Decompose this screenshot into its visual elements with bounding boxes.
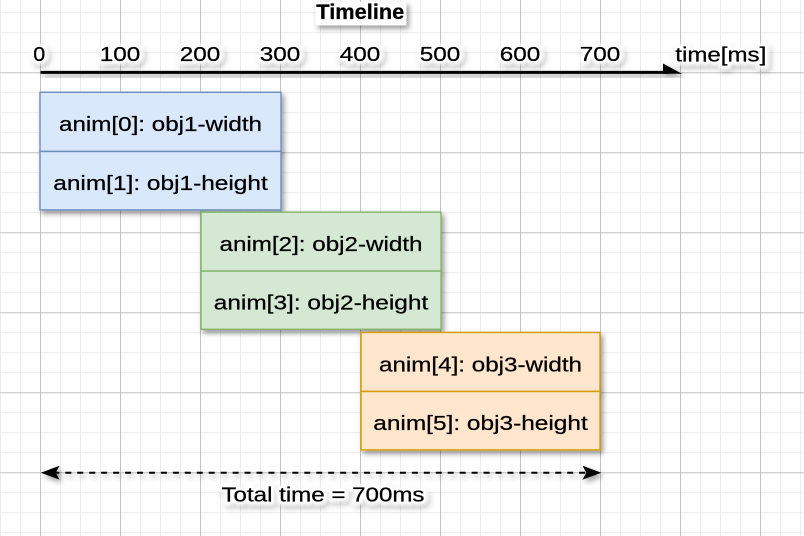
svg-text:0: 0 xyxy=(33,44,45,66)
svg-text:anim[4]: obj3-width: anim[4]: obj3-width xyxy=(379,354,582,376)
svg-text:500: 500 xyxy=(420,44,461,66)
svg-text:Total time = 700ms: Total time = 700ms xyxy=(222,485,425,507)
svg-text:300: 300 xyxy=(260,44,301,66)
svg-text:200: 200 xyxy=(180,44,221,66)
svg-text:anim[1]: obj1-height: anim[1]: obj1-height xyxy=(53,173,268,195)
svg-text:anim[2]: obj2-width: anim[2]: obj2-width xyxy=(220,234,423,256)
svg-text:time[ms]: time[ms] xyxy=(675,45,766,67)
svg-text:0: 0 xyxy=(33,44,45,66)
svg-text:600: 600 xyxy=(500,44,541,66)
svg-text:400: 400 xyxy=(340,44,381,66)
svg-text:100: 100 xyxy=(100,44,141,66)
svg-text:Timeline: Timeline xyxy=(316,1,404,24)
svg-text:700: 700 xyxy=(580,44,621,66)
svg-text:Total time = 700ms: Total time = 700ms xyxy=(222,485,425,507)
svg-text:700: 700 xyxy=(580,44,621,66)
svg-text:100: 100 xyxy=(100,44,141,66)
svg-text:anim[0]: obj1-width: anim[0]: obj1-width xyxy=(59,114,262,136)
svg-text:300: 300 xyxy=(260,44,301,66)
svg-text:600: 600 xyxy=(500,44,541,66)
svg-text:400: 400 xyxy=(340,44,381,66)
svg-text:500: 500 xyxy=(420,44,461,66)
svg-text:time[ms]: time[ms] xyxy=(675,45,766,67)
svg-text:200: 200 xyxy=(180,44,221,66)
svg-text:anim[3]: obj2-height: anim[3]: obj2-height xyxy=(214,293,429,315)
svg-text:anim[5]: obj3-height: anim[5]: obj3-height xyxy=(373,413,588,435)
